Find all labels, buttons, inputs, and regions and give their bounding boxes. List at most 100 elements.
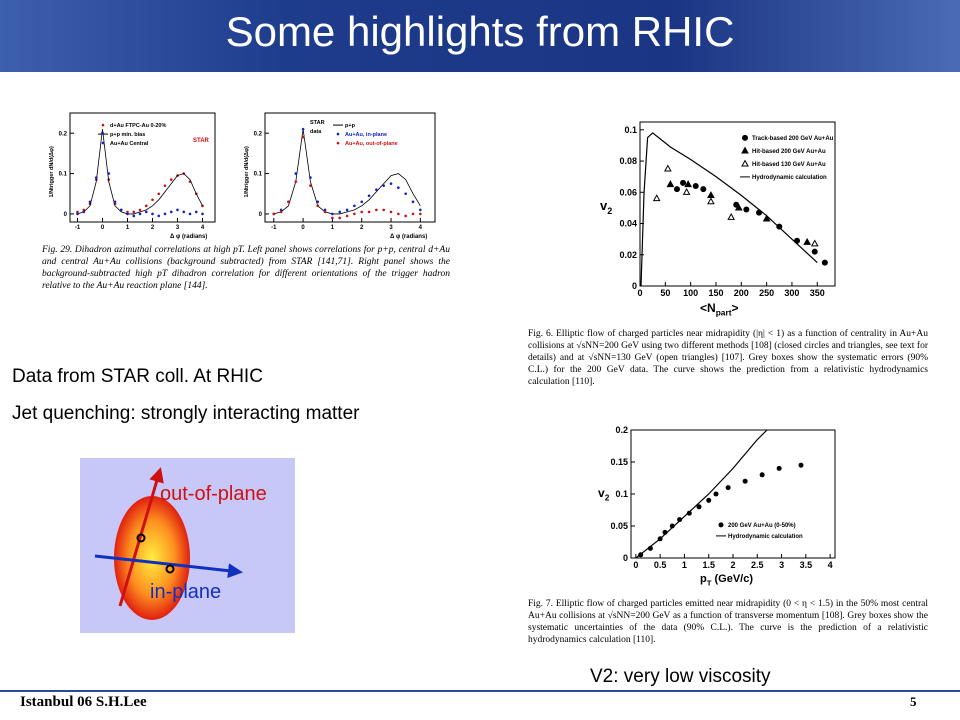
data-point bbox=[163, 212, 167, 216]
data-point bbox=[382, 208, 386, 212]
data-point bbox=[301, 127, 305, 131]
axis-label-part: v bbox=[598, 486, 605, 500]
data-point bbox=[76, 212, 79, 216]
data-point bbox=[404, 192, 407, 196]
data-point bbox=[169, 210, 173, 214]
y-tick-label: 0 bbox=[632, 281, 637, 291]
axis-label: Δ φ (radians) bbox=[170, 234, 207, 240]
data-point bbox=[157, 214, 161, 218]
data-point bbox=[811, 248, 818, 255]
data-point bbox=[810, 239, 819, 247]
y-tick-label: 0.1 bbox=[624, 125, 637, 135]
y-tick-label: 0.15 bbox=[610, 457, 628, 467]
x-tick-label: 3 bbox=[176, 225, 180, 231]
data-point bbox=[367, 194, 371, 198]
x-tick-label: 3 bbox=[779, 560, 784, 570]
y-tick-label: 0.06 bbox=[619, 187, 637, 197]
data-point bbox=[798, 462, 804, 468]
figures: out-of-plane in-plane -1 0 1 2 3 4 0 0.1 0.2 d+Au… bbox=[49, 112, 836, 633]
data-point bbox=[696, 504, 702, 510]
data-point bbox=[673, 186, 680, 193]
y-tick-label: 0.05 bbox=[610, 521, 628, 531]
y-tick-label: 0 bbox=[259, 212, 263, 218]
text-line: Jet quenching: strongly interacting matt… bbox=[12, 403, 360, 424]
x-tick-label: 1 bbox=[331, 225, 335, 231]
data-point bbox=[301, 135, 305, 139]
x-tick-label: 150 bbox=[708, 288, 723, 298]
data-point bbox=[316, 200, 320, 204]
data-point bbox=[353, 212, 356, 216]
data-point bbox=[680, 179, 687, 186]
data-point bbox=[419, 208, 422, 212]
figure-caption: Fig. 6. Elliptic flow of charged particl… bbox=[528, 329, 928, 387]
y-tick-label: 0.2 bbox=[615, 425, 628, 435]
x-tick-label: 350 bbox=[810, 288, 825, 298]
data-point bbox=[272, 212, 276, 216]
y-tick-label: 0.02 bbox=[619, 250, 637, 260]
x-tick-label: 1 bbox=[126, 225, 130, 231]
x-tick-label: 300 bbox=[784, 288, 799, 298]
data-point bbox=[389, 210, 393, 214]
legend-key bbox=[718, 522, 724, 528]
footer-text: Istanbul 06 S.H.Lee bbox=[20, 694, 147, 710]
data-point bbox=[144, 204, 148, 208]
legend-label: Au+Au Central bbox=[110, 141, 149, 147]
data-point bbox=[742, 478, 748, 484]
data-point bbox=[279, 210, 283, 214]
x-tick-label: 0 bbox=[637, 288, 642, 298]
data-point bbox=[345, 208, 349, 212]
slide-title: Some highlights from RHIC bbox=[225, 8, 735, 55]
data-point bbox=[743, 206, 750, 213]
data-point bbox=[707, 191, 715, 199]
data-point bbox=[692, 183, 699, 190]
x-tick-label: 0 bbox=[301, 225, 305, 231]
plot-frame bbox=[69, 112, 216, 223]
data-point bbox=[201, 212, 204, 216]
axis-label-part: > bbox=[732, 301, 739, 315]
data-point bbox=[107, 172, 111, 175]
data-point bbox=[353, 204, 356, 208]
data-point bbox=[700, 186, 707, 193]
plot-frame bbox=[639, 121, 836, 287]
data-point bbox=[132, 214, 136, 218]
data-point bbox=[776, 465, 782, 471]
data-line bbox=[635, 429, 768, 559]
text-line: V2: very low viscosity bbox=[590, 666, 771, 687]
data-point bbox=[404, 214, 407, 218]
footer-line bbox=[0, 690, 960, 692]
data-point bbox=[309, 176, 312, 179]
data-point bbox=[157, 192, 161, 196]
y-tick-label: 0.1 bbox=[615, 489, 628, 499]
data-point bbox=[759, 472, 765, 478]
data-point bbox=[725, 485, 731, 491]
legend-header: data bbox=[310, 129, 322, 135]
y-tick-label: 0.08 bbox=[619, 156, 637, 166]
x-tick-label: 0.5 bbox=[654, 560, 667, 570]
legend-key bbox=[742, 134, 748, 141]
data-point bbox=[138, 212, 142, 216]
data-point bbox=[652, 194, 661, 202]
data-point bbox=[323, 210, 327, 214]
data-point bbox=[294, 180, 298, 183]
data-point bbox=[360, 210, 364, 214]
axis-label-part: (GeV/c) bbox=[711, 573, 753, 585]
legend-key bbox=[336, 132, 340, 136]
data-point bbox=[397, 186, 400, 189]
legend-label: Hydrodynamic calculation bbox=[752, 175, 827, 181]
data-point bbox=[803, 237, 811, 245]
data-point bbox=[338, 210, 342, 214]
legend-header: STAR bbox=[310, 120, 325, 126]
legend-label: Au+Au, in-plane bbox=[345, 132, 387, 138]
data-point bbox=[375, 208, 378, 212]
legend-key bbox=[101, 141, 105, 145]
diagram-label: out-of-plane bbox=[160, 483, 267, 505]
legend-key bbox=[741, 159, 749, 167]
data-point bbox=[338, 216, 342, 220]
data-point bbox=[677, 517, 683, 523]
axis-label-part: 2 bbox=[607, 206, 612, 216]
page-number: 5 bbox=[910, 694, 917, 709]
data-line bbox=[273, 129, 421, 215]
data-point bbox=[82, 208, 86, 212]
legend-label: Au+Au, out-of-plane bbox=[345, 141, 398, 147]
figure-caption: Fig. 7. Elliptic flow of charged particl… bbox=[528, 599, 928, 645]
